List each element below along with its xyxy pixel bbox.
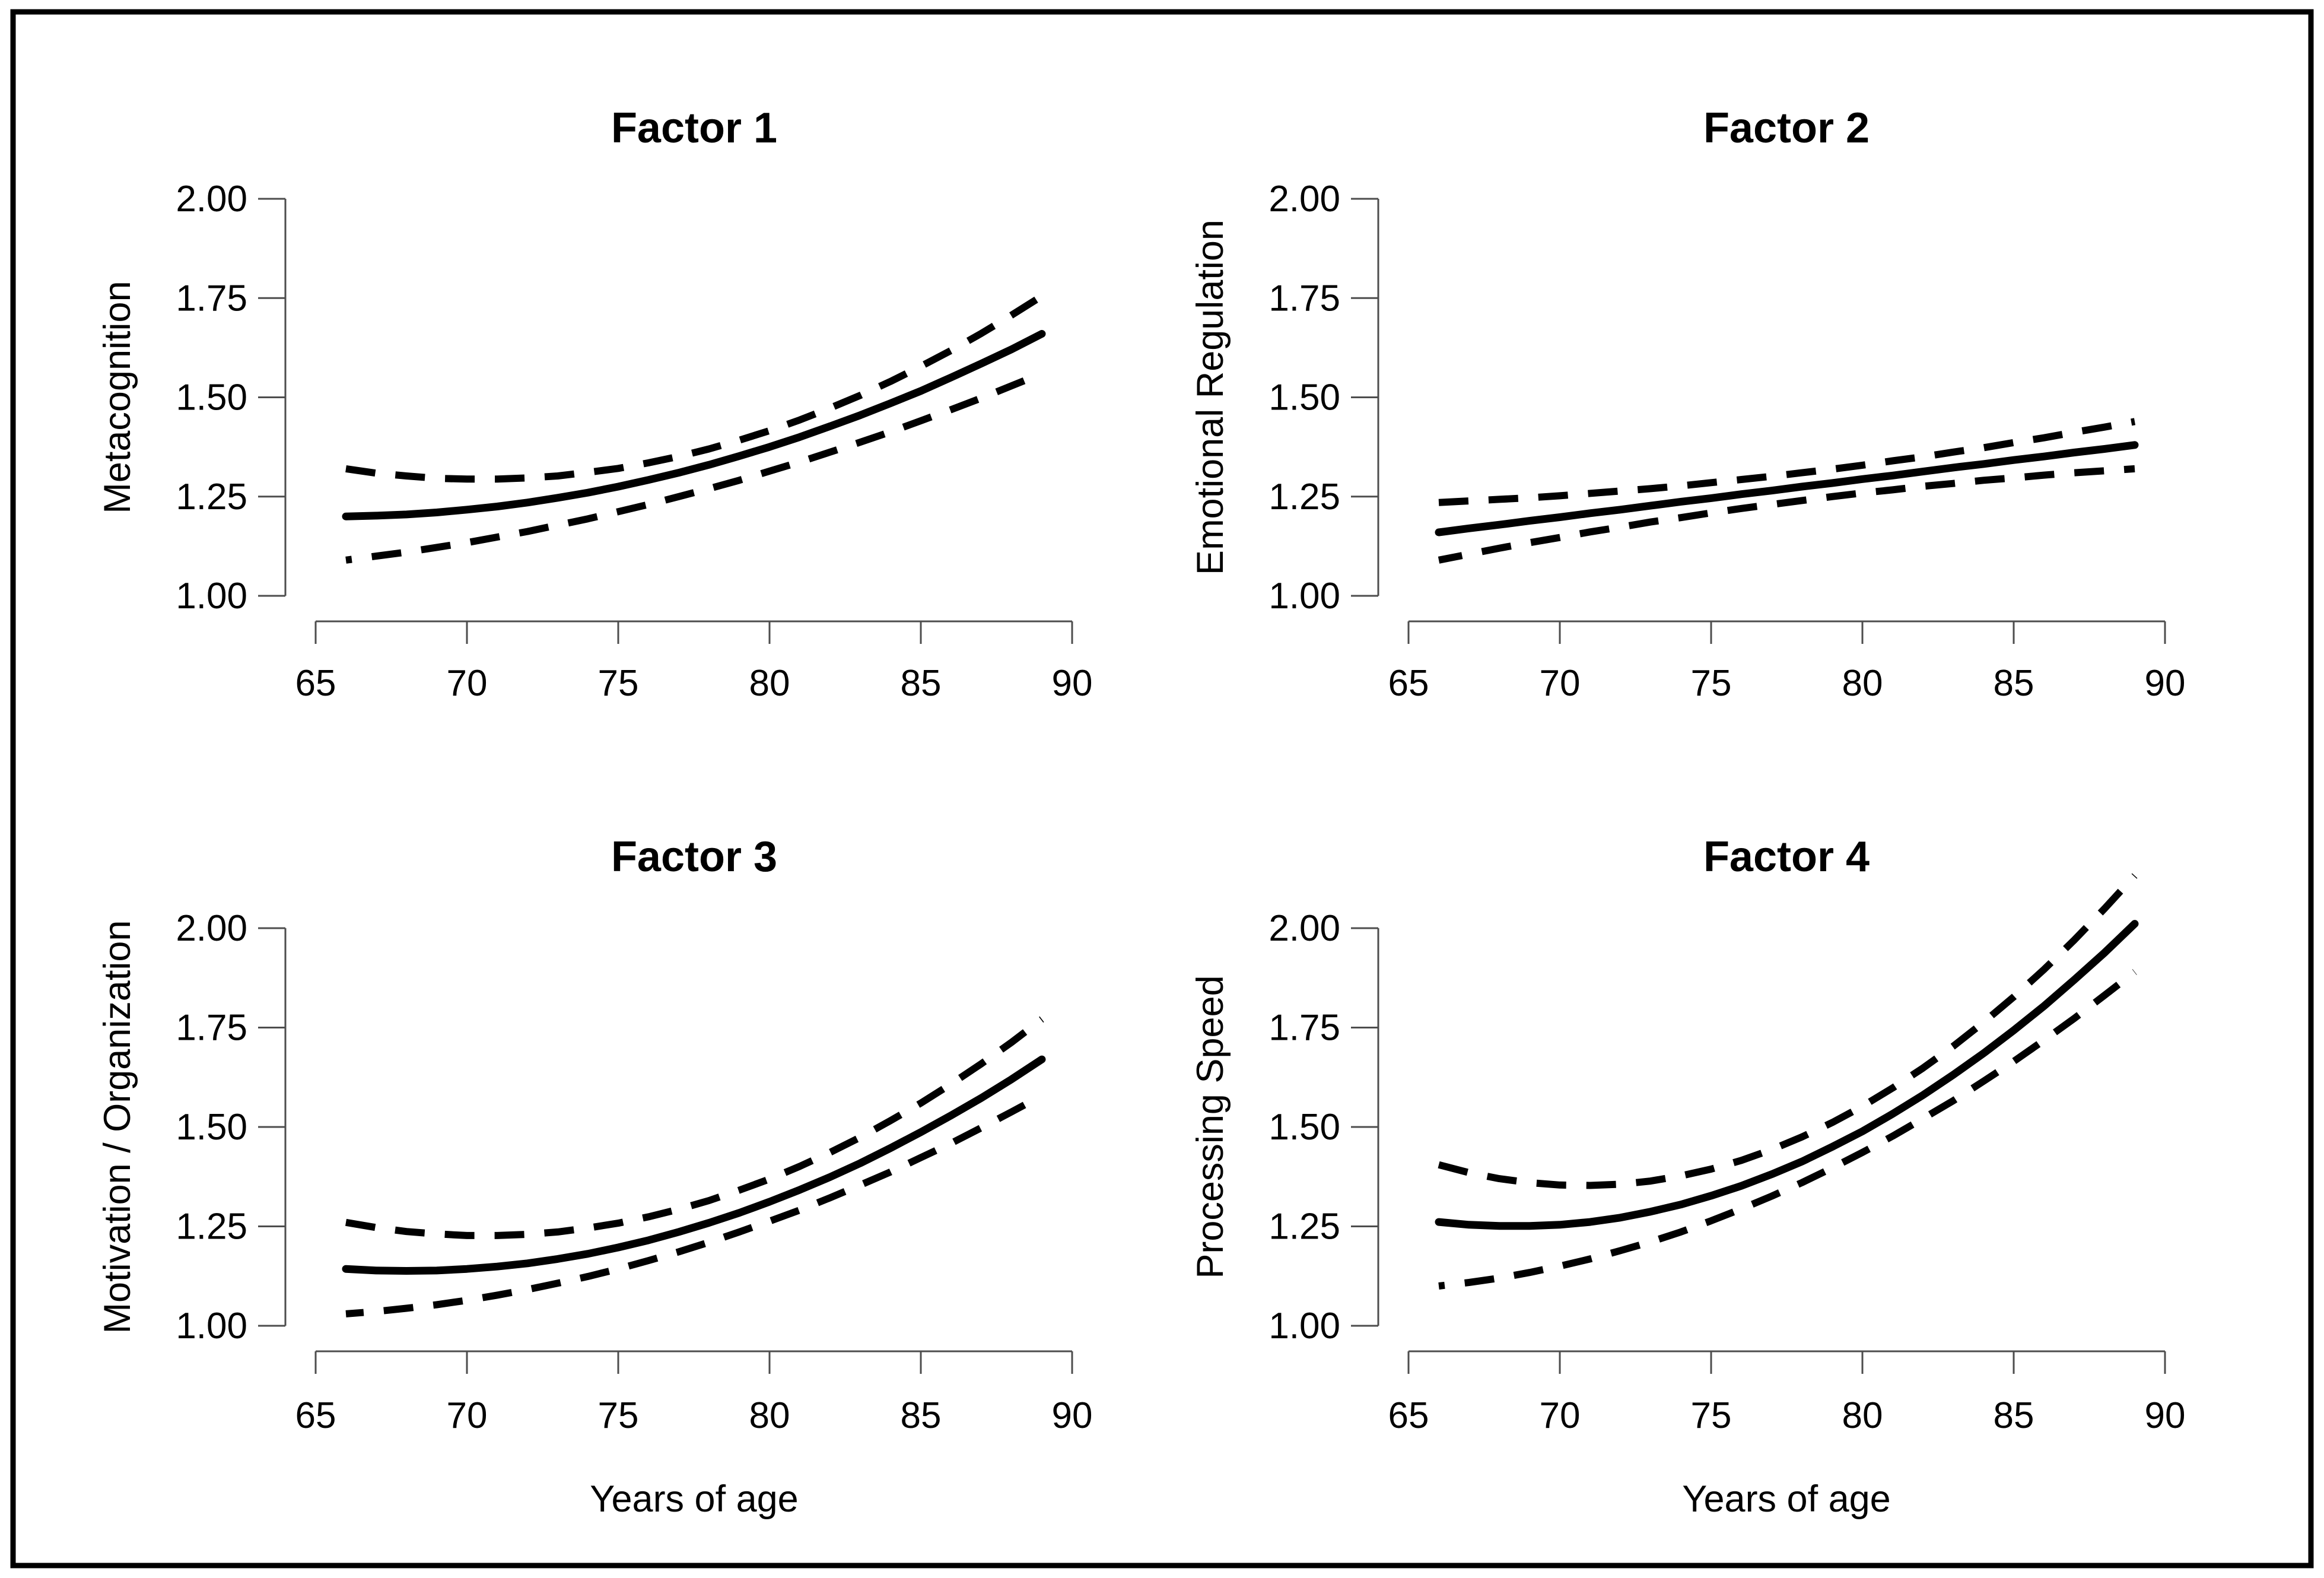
lower-ci-line <box>1438 969 2137 1290</box>
panel-factor-1: Factor 1 1.00 1.25 1.50 1.75 2.00 65 70 75 80 85 90… <box>97 104 1092 704</box>
y-tick-label: 1.25 <box>1268 477 1340 517</box>
panel-title: Factor 2 <box>1703 104 1870 152</box>
upper-ci-line <box>1438 418 2136 506</box>
x-tick-label: 65 <box>1388 1395 1429 1436</box>
y-tick-label: 2.00 <box>1268 908 1340 949</box>
panel-factor-4: Factor 4 1.00 1.25 1.50 1.75 2.00 65 70 75 80 85 90… <box>1190 833 2185 1520</box>
x-tick-label: 90 <box>1052 1395 1093 1436</box>
x-axis-title: Years of age <box>1682 1478 1890 1520</box>
x-tick-label: 90 <box>2145 1395 2186 1436</box>
y-tick-label: 1.50 <box>1268 377 1340 418</box>
y-tick-label: 1.25 <box>176 1206 247 1247</box>
y-tick-label: 1.50 <box>176 377 247 418</box>
y-tick-label: 1.00 <box>1268 576 1340 617</box>
y-axis-title: Emotional Regulation <box>1190 220 1231 575</box>
figure-border <box>10 9 2314 1569</box>
y-tick-label: 1.50 <box>176 1107 247 1148</box>
x-tick-label: 90 <box>2145 663 2186 704</box>
x-tick-label: 65 <box>295 1395 336 1436</box>
x-tick-label: 75 <box>598 663 639 704</box>
y-axis-title: Metacognition <box>97 281 138 513</box>
x-tick-label: 65 <box>295 663 336 704</box>
panel-title: Factor 4 <box>1703 833 1870 881</box>
y-tick-label: 1.75 <box>1268 1008 1340 1049</box>
panel-factor-3: Factor 3 1.00 1.25 1.50 1.75 2.00 65 70 75 80 85 90… <box>97 833 1092 1520</box>
fit-line <box>1435 920 2139 1230</box>
y-tick-label: 1.00 <box>176 576 247 617</box>
x-tick-label: 75 <box>1691 663 1732 704</box>
y-tick-label: 1.75 <box>1268 278 1340 319</box>
y-axis-title: Motivation / Organization <box>97 920 138 1334</box>
lower-ci-line <box>345 370 1044 564</box>
y-tick-label: 1.75 <box>176 1008 247 1049</box>
fit-line <box>1435 441 2139 536</box>
y-tick-label: 1.25 <box>176 477 247 517</box>
y-axis-title: Processing Speed <box>1190 975 1231 1278</box>
x-tick-label: 75 <box>598 1395 639 1436</box>
x-tick-label: 65 <box>1388 663 1429 704</box>
y-tick-label: 2.00 <box>176 908 247 949</box>
y-tick-label: 2.00 <box>1268 179 1340 220</box>
y-tick-label: 2.00 <box>176 179 247 220</box>
x-tick-label: 80 <box>1842 1395 1883 1436</box>
x-tick-label: 80 <box>1842 663 1883 704</box>
x-tick-label: 85 <box>1994 1395 2034 1436</box>
lower-ci-line <box>345 1092 1044 1317</box>
x-tick-label: 75 <box>1691 1395 1732 1436</box>
y-tick-label: 1.50 <box>1268 1107 1340 1148</box>
x-tick-label: 70 <box>447 1395 488 1436</box>
x-tick-label: 80 <box>749 1395 790 1436</box>
panel-factor-2: Factor 2 1.00 1.25 1.50 1.75 2.00 65 70 75 80 85 90… <box>1190 104 2185 704</box>
fit-line <box>342 1055 1046 1275</box>
x-tick-label: 85 <box>901 1395 942 1436</box>
upper-ci-line <box>345 293 1044 483</box>
upper-ci-line <box>345 1016 1044 1239</box>
fit-line <box>342 330 1046 520</box>
y-tick-label: 1.00 <box>176 1306 247 1347</box>
x-tick-label: 80 <box>749 663 790 704</box>
x-tick-label: 70 <box>1540 1395 1581 1436</box>
lower-ci-line <box>1438 465 2135 564</box>
x-tick-label: 85 <box>901 663 942 704</box>
y-tick-label: 1.75 <box>176 278 247 319</box>
x-tick-label: 70 <box>447 663 488 704</box>
x-tick-label: 85 <box>1994 663 2034 704</box>
y-tick-label: 1.25 <box>1268 1206 1340 1247</box>
panel-title: Factor 3 <box>611 833 777 881</box>
y-tick-label: 1.00 <box>1268 1306 1340 1347</box>
upper-ci-line <box>1438 873 2138 1189</box>
x-tick-label: 70 <box>1540 663 1581 704</box>
x-axis-title: Years of age <box>590 1478 798 1520</box>
x-tick-label: 90 <box>1052 663 1093 704</box>
panel-title: Factor 1 <box>611 104 777 152</box>
